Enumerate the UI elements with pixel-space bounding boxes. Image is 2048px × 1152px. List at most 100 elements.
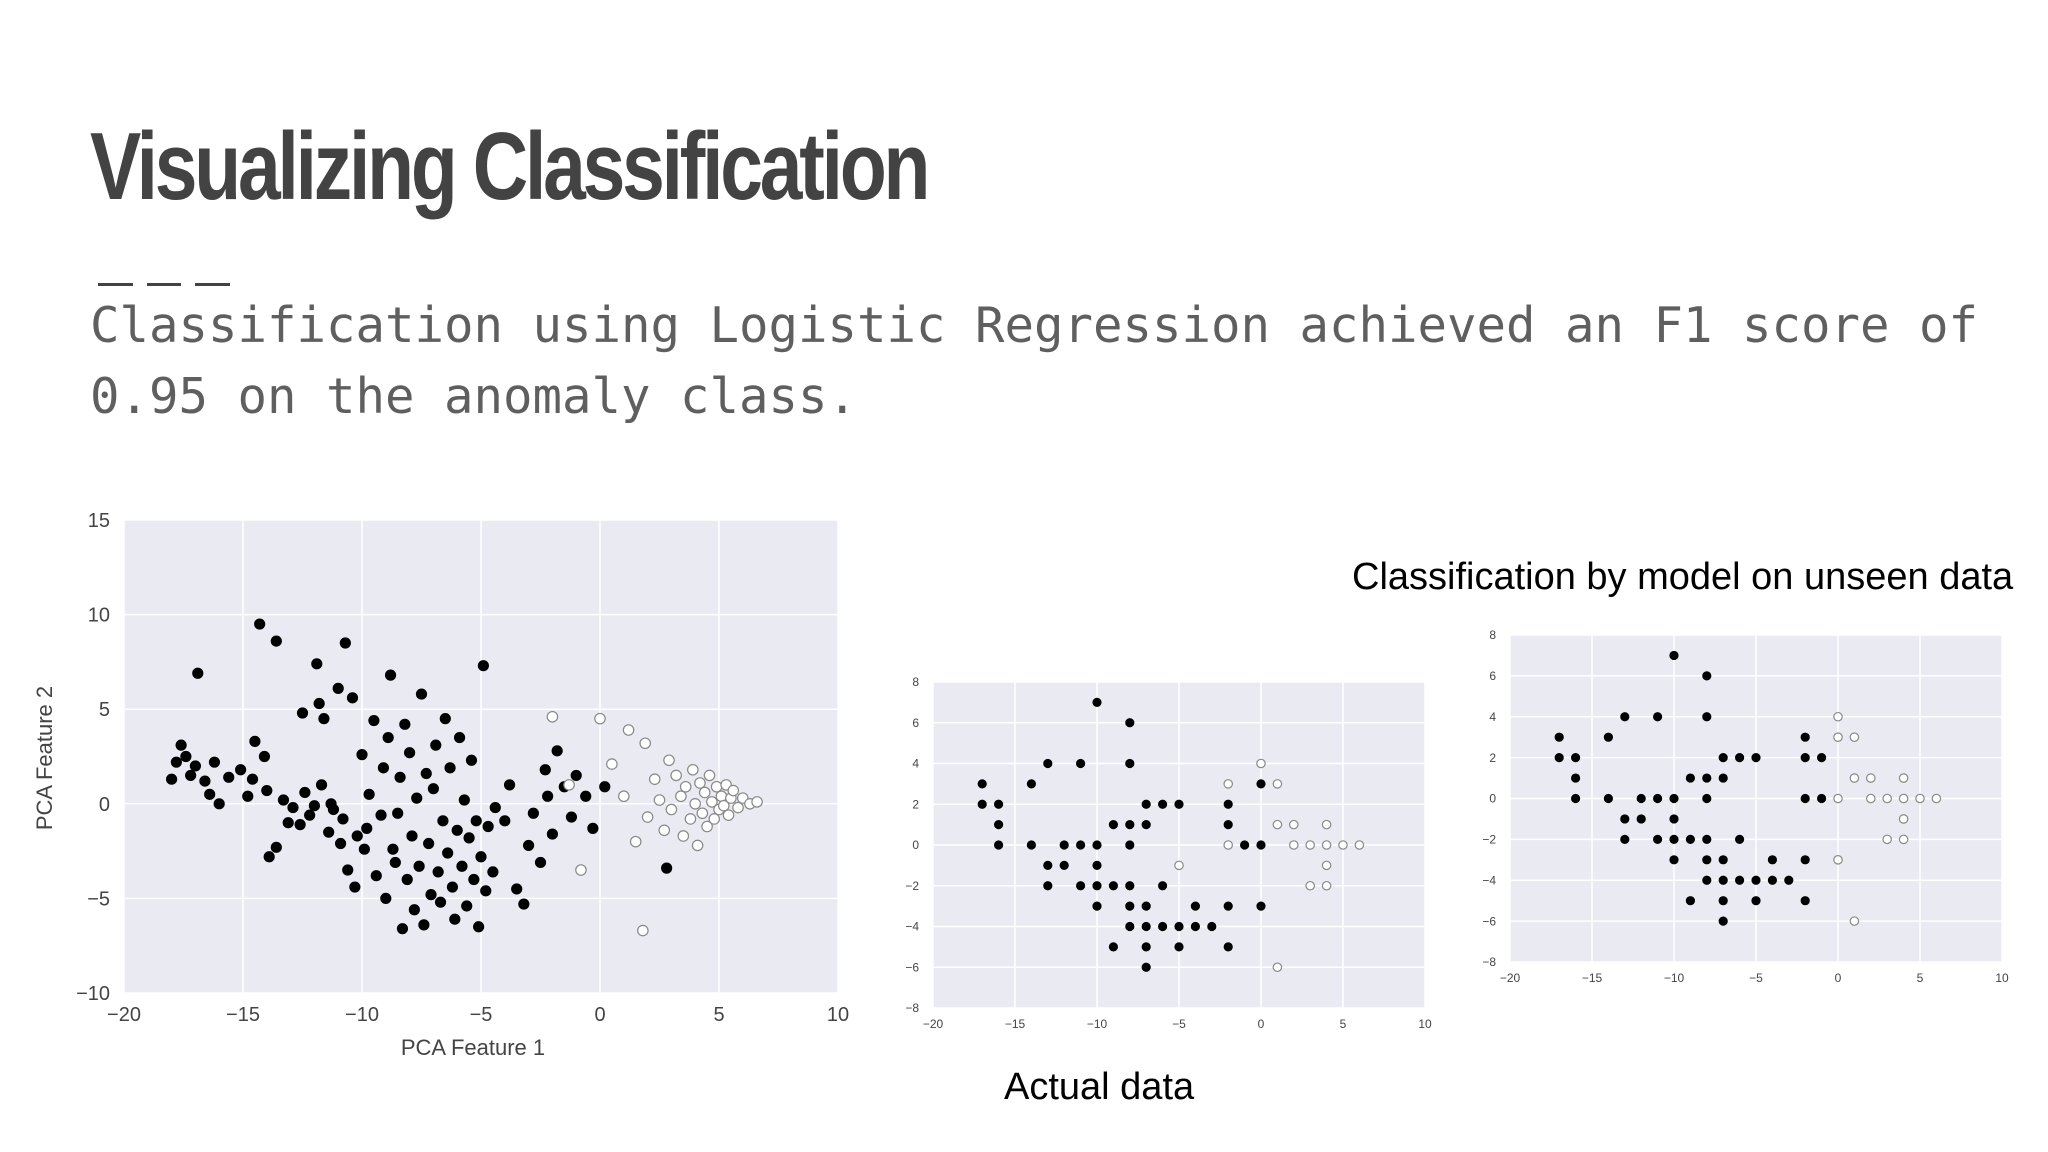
- point-anomaly: [622, 724, 635, 736]
- point-normal: [1603, 732, 1614, 742]
- point-anomaly: [658, 824, 671, 837]
- point-normal: [1141, 901, 1151, 911]
- point-normal: [423, 837, 435, 850]
- x-tick-label: −10: [1664, 971, 1685, 985]
- x-tick-label: −10: [345, 1004, 379, 1026]
- x-tick-label: −20: [1500, 971, 1521, 985]
- point-normal: [1685, 834, 1696, 844]
- x-tick-label: 0: [1835, 971, 1842, 985]
- point-normal: [1141, 942, 1151, 952]
- point-anomaly: [1866, 773, 1876, 783]
- point-normal: [1636, 793, 1646, 804]
- point-normal: [1603, 793, 1614, 804]
- point-normal: [461, 900, 473, 912]
- point-normal: [208, 756, 221, 768]
- point-normal: [1092, 697, 1102, 707]
- point-normal: [1256, 901, 1266, 911]
- point-normal: [1751, 875, 1761, 885]
- point-normal: [1223, 901, 1233, 911]
- x-tick-label: 5: [713, 1004, 724, 1026]
- point-anomaly: [703, 769, 716, 782]
- point-normal: [413, 860, 425, 872]
- point-normal: [384, 669, 397, 681]
- point-normal: [427, 783, 439, 795]
- point-normal: [166, 773, 178, 785]
- point-normal: [277, 794, 290, 806]
- point-normal: [1669, 814, 1679, 824]
- point-normal: [661, 862, 673, 874]
- y-axis-label: PCA Feature 2: [32, 686, 57, 830]
- point-normal: [587, 822, 599, 834]
- point-normal: [242, 790, 254, 802]
- point-normal: [1223, 820, 1233, 830]
- point-normal: [1767, 875, 1778, 885]
- point-normal: [1702, 834, 1712, 844]
- point-normal: [420, 767, 432, 780]
- x-tick-label: 5: [1917, 971, 1924, 985]
- point-anomaly: [1915, 793, 1925, 804]
- point-anomaly: [575, 864, 587, 876]
- y-tick-label: 8: [912, 675, 919, 689]
- x-tick-label: 5: [1340, 1017, 1347, 1031]
- y-tick-label: −6: [1482, 914, 1496, 928]
- point-normal: [446, 881, 459, 893]
- point-anomaly: [679, 780, 692, 793]
- point-anomaly: [694, 777, 706, 789]
- y-tick-label: 2: [1489, 751, 1496, 765]
- point-normal: [315, 779, 328, 791]
- point-anomaly: [727, 784, 740, 797]
- point-anomaly: [1305, 880, 1315, 891]
- point-normal: [1092, 901, 1102, 911]
- point-normal: [192, 667, 204, 679]
- point-normal: [475, 851, 487, 863]
- point-anomaly: [1289, 819, 1299, 830]
- caption-model: Classification by model on unseen data: [1352, 556, 2014, 598]
- point-normal: [1718, 855, 1728, 865]
- point-normal: [415, 688, 428, 700]
- point-anomaly: [639, 737, 652, 750]
- point-normal: [1043, 881, 1053, 891]
- point-normal: [294, 819, 306, 831]
- point-normal: [1108, 820, 1119, 830]
- x-tick-label: 10: [1995, 971, 2009, 985]
- point-anomaly: [1174, 860, 1184, 871]
- point-normal: [1125, 758, 1135, 769]
- point-anomaly: [1321, 860, 1332, 871]
- point-normal: [482, 820, 494, 833]
- point-normal: [1702, 875, 1712, 885]
- point-normal: [1092, 860, 1102, 870]
- point-normal: [1817, 793, 1827, 804]
- point-anomaly: [665, 803, 678, 816]
- point-normal: [1026, 840, 1037, 850]
- point-normal: [1620, 814, 1630, 824]
- y-tick-label: −8: [1482, 955, 1496, 969]
- x-tick-label: −5: [1749, 971, 1763, 985]
- point-anomaly: [1882, 834, 1892, 845]
- point-anomaly: [563, 779, 575, 791]
- point-normal: [1784, 875, 1794, 885]
- point-anomaly: [1866, 793, 1876, 804]
- point-normal: [1240, 840, 1250, 850]
- y-tick-label: −10: [76, 983, 110, 1005]
- point-normal: [1669, 793, 1679, 804]
- point-anomaly: [691, 839, 704, 852]
- y-tick-label: 6: [912, 716, 919, 730]
- point-normal: [213, 798, 225, 810]
- point-normal: [235, 764, 247, 776]
- point-normal: [1718, 773, 1728, 783]
- point-anomaly: [684, 813, 697, 825]
- point-normal: [542, 790, 554, 802]
- point-normal: [546, 828, 559, 840]
- point-anomaly: [722, 809, 735, 821]
- point-anomaly: [670, 769, 682, 782]
- point-anomaly: [1338, 840, 1348, 850]
- point-normal: [411, 792, 423, 804]
- point-anomaly: [1898, 814, 1909, 824]
- point-normal: [346, 692, 359, 704]
- point-normal: [425, 889, 437, 901]
- point-anomaly: [1833, 711, 1843, 722]
- y-tick-label: 15: [88, 510, 110, 532]
- point-normal: [1223, 799, 1233, 809]
- point-anomaly: [701, 820, 713, 833]
